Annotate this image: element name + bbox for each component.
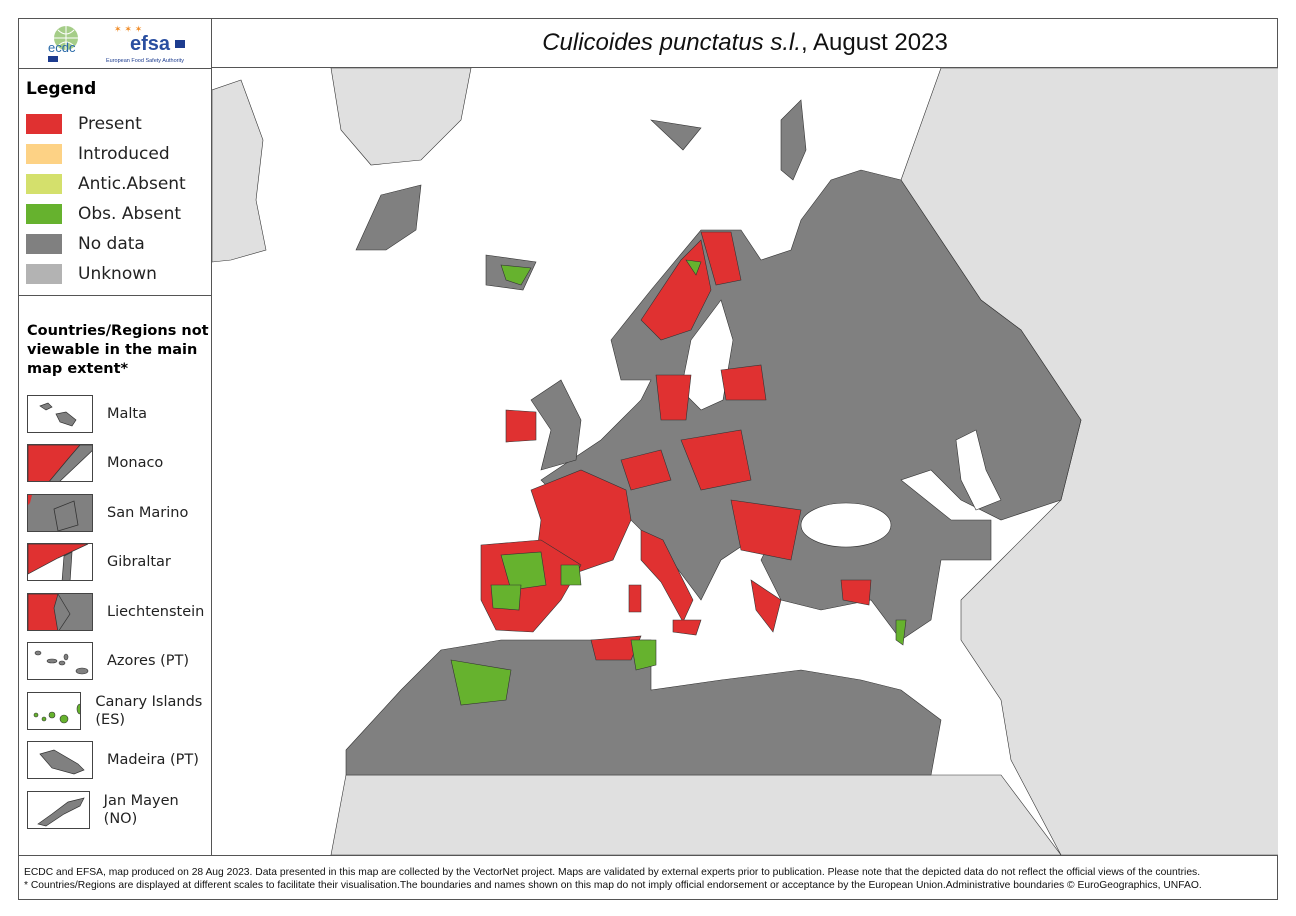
footer-line-2: * Countries/Regions are displayed at dif… <box>24 880 1202 891</box>
efsa-logo: ✶ ✶ ✶ efsa European Food Safety Authorit… <box>106 25 185 64</box>
legend-label: No data <box>78 234 145 254</box>
inset-label: Monaco <box>107 455 164 472</box>
inset-jan-mayen: Jan Mayen (NO) <box>27 785 211 835</box>
legend-item-obs-absent: Obs. Absent <box>26 199 211 229</box>
inset-label: Madeira (PT) <box>107 752 199 769</box>
footer-disclaimer: ECDC and EFSA, map produced on 28 Aug 20… <box>18 855 1278 900</box>
inset-label: Canary Islands (ES) <box>95 693 203 728</box>
inset-label: Jan Mayen (NO) <box>103 792 179 827</box>
legend-label: Antic.Absent <box>78 174 186 194</box>
legend-list: Present Introduced Antic.Absent Obs. Abs… <box>18 109 211 289</box>
map-title: Culicoides punctatus s.l., August 2023 <box>212 18 1278 68</box>
inset-madeira: Madeira (PT) <box>27 736 211 786</box>
legend-item-introduced: Introduced <box>26 139 211 169</box>
title-date: , August 2023 <box>801 28 948 56</box>
inset-san-marino: San Marino <box>27 488 211 538</box>
legend-swatch <box>26 144 62 164</box>
ecdc-logo: ecdc <box>48 26 78 62</box>
svg-text:efsa: efsa <box>130 33 171 55</box>
logo-bar: ecdc ✶ ✶ ✶ efsa European Food Safety Aut… <box>48 25 185 64</box>
legend-label: Unknown <box>78 264 157 284</box>
obs-absent-regions <box>450 259 907 706</box>
inset-canary-islands: Canary Islands (ES) <box>27 686 211 736</box>
inset-label: San Marino <box>107 504 189 521</box>
left-panel: ecdc ✶ ✶ ✶ efsa European Food Safety Aut… <box>18 18 212 855</box>
inset-label: Gibraltar <box>107 554 171 571</box>
water-bodies <box>680 299 1002 548</box>
inset-monaco: Monaco <box>27 439 211 489</box>
legend-item-unknown: Unknown <box>26 259 211 289</box>
legend-label: Obs. Absent <box>78 204 182 224</box>
inset-liechtenstein: Liechtenstein <box>27 587 211 637</box>
legend-swatch <box>26 264 62 284</box>
inset-azores: Azores (PT) <box>27 637 211 687</box>
insets-list: Malta Monaco San Marino Gibraltar Liecht… <box>18 389 211 835</box>
legend-swatch <box>26 234 62 254</box>
svg-text:European Food Safety Authority: European Food Safety Authority <box>106 58 184 64</box>
unknown-regions <box>211 67 1280 856</box>
legend-swatch <box>26 174 62 194</box>
inset-label: Liechtenstein <box>107 603 205 620</box>
inset-label: Azores (PT) <box>107 653 190 670</box>
svg-text:✶ ✶ ✶: ✶ ✶ ✶ <box>114 25 142 35</box>
footer-line-1: ECDC and EFSA, map produced on 28 Aug 20… <box>24 867 1201 878</box>
legend-label: Present <box>78 114 142 134</box>
inset-gibraltar: Gibraltar <box>27 538 211 588</box>
inset-malta: Malta <box>27 389 211 439</box>
species-name: Culicoides punctatus s.l. <box>542 28 801 56</box>
legend-item-antic-absent: Antic.Absent <box>26 169 211 199</box>
insets-heading: Countries/Regions not viewable in the ma… <box>27 323 209 377</box>
legend-label: Introduced <box>78 144 170 164</box>
map-canvas[interactable] <box>211 67 1280 856</box>
legend-swatch <box>26 204 62 224</box>
svg-text:ecdc: ecdc <box>48 40 76 55</box>
divider <box>18 295 211 296</box>
legend-item-no-data: No data <box>26 229 211 259</box>
legend-swatch <box>26 114 62 134</box>
legend-item-present: Present <box>26 109 211 139</box>
legend-heading: Legend <box>26 79 97 99</box>
inset-label: Malta <box>107 405 147 422</box>
logos: ecdc ✶ ✶ ✶ efsa European Food Safety Aut… <box>18 18 211 69</box>
